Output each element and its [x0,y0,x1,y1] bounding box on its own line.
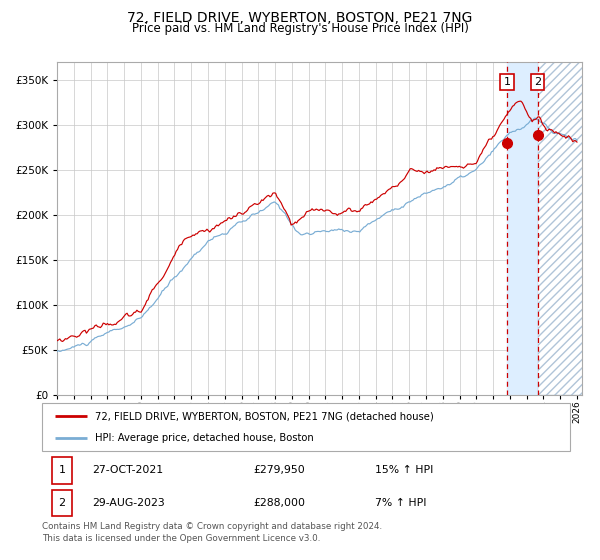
Text: 29-AUG-2023: 29-AUG-2023 [92,498,165,508]
Text: HPI: Average price, detached house, Boston: HPI: Average price, detached house, Bost… [95,433,314,443]
Text: 2: 2 [59,498,65,508]
Text: £279,950: £279,950 [253,465,305,475]
FancyBboxPatch shape [42,403,570,451]
Bar [538,62,590,395]
Text: £288,000: £288,000 [253,498,305,508]
Bar [507,62,538,395]
Text: Contains HM Land Registry data © Crown copyright and database right 2024.
This d: Contains HM Land Registry data © Crown c… [42,522,382,543]
Text: 1: 1 [503,77,511,87]
FancyBboxPatch shape [52,490,72,516]
Text: 7% ↑ HPI: 7% ↑ HPI [374,498,426,508]
Text: 15% ↑ HPI: 15% ↑ HPI [374,465,433,475]
Text: 27-OCT-2021: 27-OCT-2021 [92,465,163,475]
Text: 2: 2 [534,77,541,87]
FancyBboxPatch shape [52,457,72,483]
Text: 72, FIELD DRIVE, WYBERTON, BOSTON, PE21 7NG: 72, FIELD DRIVE, WYBERTON, BOSTON, PE21 … [127,11,473,25]
Text: 72, FIELD DRIVE, WYBERTON, BOSTON, PE21 7NG (detached house): 72, FIELD DRIVE, WYBERTON, BOSTON, PE21 … [95,411,434,421]
Text: 1: 1 [59,465,65,475]
Text: Price paid vs. HM Land Registry's House Price Index (HPI): Price paid vs. HM Land Registry's House … [131,22,469,35]
